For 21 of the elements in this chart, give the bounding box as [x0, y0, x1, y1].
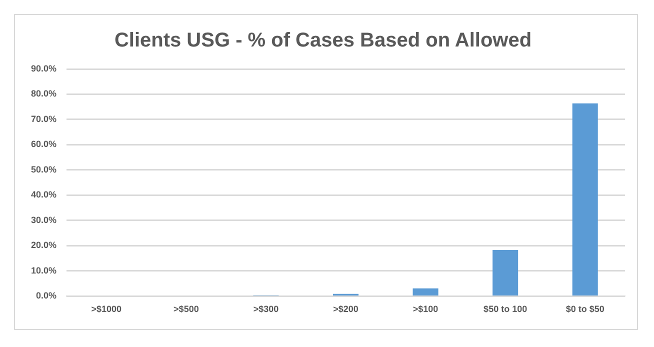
y-tick-label: 0.0% — [36, 290, 57, 301]
x-tick-label: >$500 — [174, 304, 199, 314]
bar — [412, 288, 438, 296]
y-tick-label: 60.0% — [30, 139, 57, 150]
y-tick-label: 20.0% — [30, 240, 57, 250]
bar — [492, 250, 518, 296]
y-tick-label: 10.0% — [30, 265, 57, 276]
x-tick-label: >$300 — [253, 304, 279, 314]
x-tick-label: $0 to $50 — [566, 304, 604, 314]
y-tick-label: 40.0% — [30, 190, 57, 200]
y-tick-label: 50.0% — [30, 164, 57, 174]
y-tick-label: 80.0% — [30, 88, 57, 99]
x-tick-label: $50 to 100 — [484, 304, 528, 314]
bar — [572, 103, 598, 296]
x-tick-label: >$200 — [333, 304, 358, 314]
chart-title: Clients USG - % of Cases Based on Allowed — [114, 30, 532, 52]
y-tick-label: 70.0% — [30, 114, 57, 124]
x-tick-label: >$1000 — [91, 304, 122, 314]
y-tick-label: 30.0% — [30, 214, 57, 225]
y-tick-label: 90.0% — [30, 63, 57, 74]
x-tick-label: >$100 — [412, 304, 438, 314]
